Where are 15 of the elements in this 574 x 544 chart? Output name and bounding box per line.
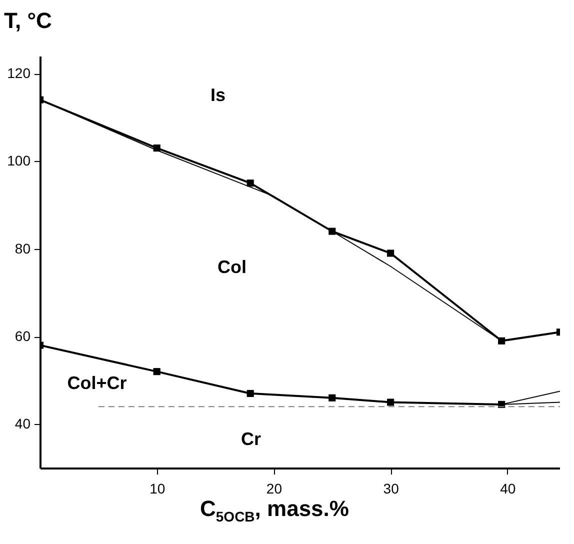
y-tick-label: 100 [7,152,31,169]
annotation: Col [218,257,246,277]
annotation: Cr [240,429,262,449]
annotation: Is [210,85,226,105]
annotation: Col+Cr [67,373,127,393]
x-tick-label: 40 [500,480,516,496]
y-tick-label: 40 [14,416,31,432]
y-axis-title: T, °C [4,8,52,34]
y-tick-label: 80 [14,240,31,256]
x-tick-label: 30 [383,480,400,496]
x-tick-label: 20 [266,480,282,496]
x-tick-label: 10 [150,480,166,496]
y-tick-label: 120 [7,65,31,82]
x-axis-title: C$_{5OCB}$, mass.% [200,496,349,524]
y-tick-label: 60 [14,328,31,344]
